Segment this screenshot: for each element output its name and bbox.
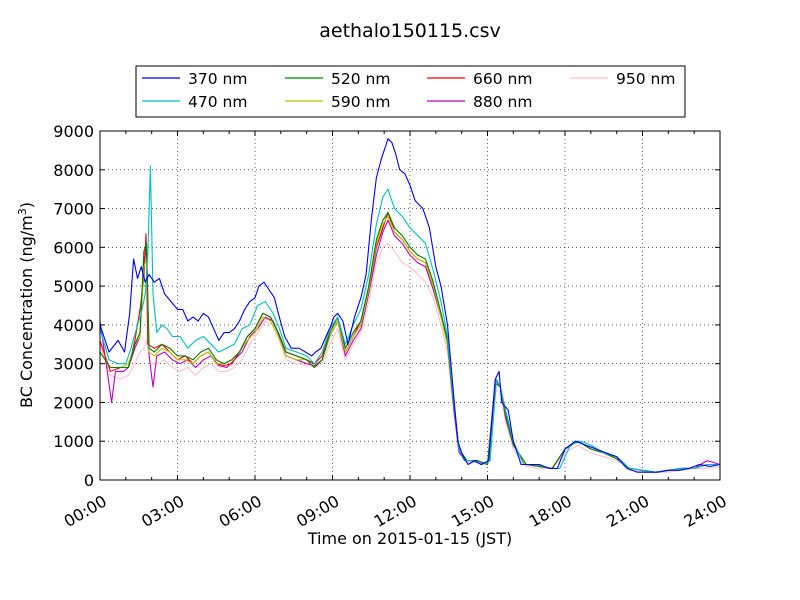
legend-label: 950 nm [616,70,675,88]
x-tick-label: 06:00 [216,491,265,531]
y-tick-label: 3000 [53,355,94,374]
x-axis-label: Time on 2015-01-15 (JST) [307,529,512,548]
x-tick-label: 21:00 [603,491,652,531]
grid [100,131,720,480]
legend-label: 590 nm [331,93,390,111]
series-lines [99,138,721,473]
legend-label: 660 nm [473,70,532,88]
x-tick-label: 24:00 [681,491,730,531]
x-tick-label: 12:00 [371,491,420,531]
y-axis-label: BC Concentration (ng/m3) [16,202,36,408]
y-tick-label: 6000 [53,238,94,257]
series-line-950-nm [99,242,721,473]
y-tick-label: 7000 [53,200,94,219]
y-tick-label: 5000 [53,277,94,296]
legend-label: 520 nm [331,70,390,88]
y-tick-label: 8000 [53,161,94,180]
x-tick-label: 00:00 [61,491,110,531]
y-tick-labels: 0 1000 2000 3000 4000 5000 6000 7000 8000 9000 [53,122,94,490]
y-tick-label: 1000 [53,432,94,451]
y-tick-label: 4000 [53,316,94,335]
ticks [99,130,721,481]
x-tick-label: 03:00 [138,491,187,531]
series-line-370-nm [99,138,721,473]
legend: 370 nm 470 nm 520 nm 590 nm 660 nm 880 nm 950 … [135,65,686,118]
x-tick-label: 18:00 [526,491,575,531]
legend-label: 370 nm [188,70,247,88]
y-tick-label: 2000 [53,393,94,412]
y-tick-label: 9000 [53,122,94,141]
legend-box [135,65,686,118]
x-tick-label: 09:00 [293,491,342,531]
legend-label: 470 nm [188,93,247,111]
x-tick-labels: 00:00 03:00 06:00 09:00 12:00 15:00 18:00 21:00… [61,491,730,531]
chart-title: aethalo150115.csv [319,20,501,42]
series-line-470-nm [99,165,720,473]
y-tick-label: 0 [84,471,94,490]
legend-label: 880 nm [473,93,532,111]
series-line-880-nm [99,219,721,473]
x-tick-label: 15:00 [448,491,497,531]
